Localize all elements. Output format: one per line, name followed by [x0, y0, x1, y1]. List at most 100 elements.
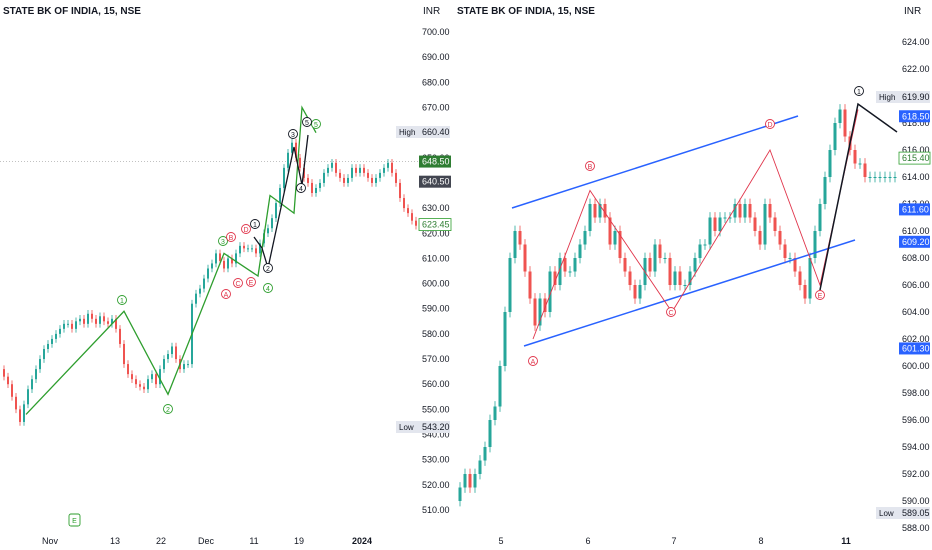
- left-wave-label-c: C: [235, 281, 240, 288]
- left-candle-body: [135, 379, 137, 385]
- right-candle-body: [768, 204, 772, 218]
- left-currency-label: INR: [423, 6, 441, 17]
- left-candle-body: [171, 346, 173, 355]
- left-x-tick: 19: [294, 536, 304, 546]
- left-candle-body: [243, 245, 245, 249]
- left-wave-label-1-black-circle: [250, 219, 260, 229]
- left-x-tick: 13: [110, 536, 120, 546]
- right-candle-body: [803, 285, 807, 299]
- right-y-tick: 600.00: [902, 361, 930, 371]
- right-candle-body: [788, 258, 792, 259]
- right-candle-body: [818, 204, 822, 231]
- left-wave-label-b-circle: [226, 232, 236, 242]
- right-y-tick: 614.00: [902, 172, 930, 182]
- left-y-tick: 610.00: [422, 253, 450, 263]
- right-y-tick: 616.00: [902, 145, 930, 155]
- left-candle-body: [399, 182, 401, 199]
- right-candle-body: [858, 163, 862, 165]
- right-candle-body: [743, 204, 747, 218]
- left-candle-body: [55, 333, 57, 339]
- right-y-tick: 608.00: [902, 253, 930, 263]
- left-candle-body: [139, 384, 141, 387]
- right-candle-body: [623, 258, 627, 272]
- left-candle-body: [231, 258, 233, 264]
- right-y-tick: 590.00: [902, 496, 930, 506]
- right-y-tick: 618.00: [902, 118, 930, 128]
- left-y-tick: 580.00: [422, 329, 450, 339]
- right-wave-label-e-circle: [815, 290, 825, 300]
- right-candle-body: [843, 109, 847, 137]
- right-candle-body: [533, 298, 537, 326]
- right-wave-label-b: B: [588, 164, 593, 171]
- right-price-tag-value: 601.30: [902, 343, 930, 353]
- left-wave-label-2-black-circle: [263, 263, 273, 273]
- right-candle-body: [813, 231, 817, 258]
- right-candle-body: [603, 204, 607, 218]
- left-price-tag-value: 648.50: [422, 157, 450, 167]
- right-candle-body: [543, 298, 547, 312]
- right-candle-body: [878, 177, 882, 178]
- right-candle-body: [578, 244, 582, 258]
- left-chart-title: STATE BK OF INDIA, 15, NSE: [3, 6, 141, 17]
- right-price-tag-value: 618.50: [902, 111, 930, 121]
- left-candle-body: [395, 172, 397, 183]
- right-x-tick: 7: [671, 536, 676, 546]
- left-candle-body: [287, 152, 289, 168]
- left-candle-body: [363, 167, 365, 173]
- left-wave-label-5-black: 5: [305, 120, 309, 127]
- left-candle-body: [383, 167, 385, 173]
- left-candle-body: [19, 409, 21, 422]
- left-candle-body: [279, 187, 281, 204]
- right-candle-body: [653, 244, 657, 272]
- left-candle-body: [251, 248, 253, 250]
- left-y-tick: 680.00: [422, 77, 450, 87]
- left-y-tick: 700.00: [422, 27, 450, 37]
- left-price-tag: [419, 155, 451, 168]
- right-low-box: [876, 507, 930, 519]
- right-candle-body: [678, 271, 682, 285]
- right-candle-body: [588, 204, 592, 231]
- right-low-label: Low: [879, 509, 894, 518]
- right-wave-label-e: E: [818, 293, 823, 300]
- left-candle-body: [91, 313, 93, 319]
- left-candle-body: [391, 162, 393, 173]
- left-candle-body: [183, 364, 185, 370]
- left-candle-body: [71, 323, 73, 329]
- right-candle-body: [728, 217, 732, 219]
- right-candle-body: [783, 244, 787, 258]
- left-wave-label-5: 5: [314, 122, 318, 129]
- left-candle-body: [11, 384, 13, 397]
- left-candle-body: [323, 172, 325, 183]
- left-candle-body: [227, 258, 229, 269]
- right-y-tick: 592.00: [902, 469, 930, 479]
- right-channel-upper: [511, 115, 799, 209]
- left-high-value: 660.40: [422, 127, 450, 137]
- right-x-tick: 11: [841, 536, 851, 546]
- right-candle-body: [608, 217, 612, 245]
- right-black-impulse: [819, 102, 898, 291]
- left-wave-label-e-circle: [246, 277, 256, 287]
- left-price-tag: [419, 175, 451, 188]
- left-candle-body: [151, 374, 153, 380]
- right-candle-body: [508, 258, 512, 312]
- left-candle-body: [131, 374, 133, 380]
- left-candle-body: [23, 404, 25, 422]
- right-price-tag: [899, 342, 930, 355]
- right-candle-body: [528, 271, 532, 299]
- left-candle-body: [167, 354, 169, 360]
- right-price-tag: [899, 110, 930, 123]
- right-candle-body: [793, 258, 797, 272]
- right-candle-body: [883, 177, 887, 178]
- right-candle-body: [828, 150, 832, 177]
- left-candle-body: [275, 203, 277, 219]
- right-candle-body: [778, 231, 782, 245]
- left-x-tick: 2024: [352, 536, 372, 546]
- left-wave-label-4-black-circle: [296, 183, 306, 193]
- left-elliott-wave-path: [25, 105, 317, 415]
- left-candle-body: [143, 386, 145, 390]
- left-candle-body: [255, 248, 257, 254]
- left-y-tick: 630.00: [422, 203, 450, 213]
- right-candle-body: [548, 271, 552, 312]
- right-candle-body: [733, 204, 737, 218]
